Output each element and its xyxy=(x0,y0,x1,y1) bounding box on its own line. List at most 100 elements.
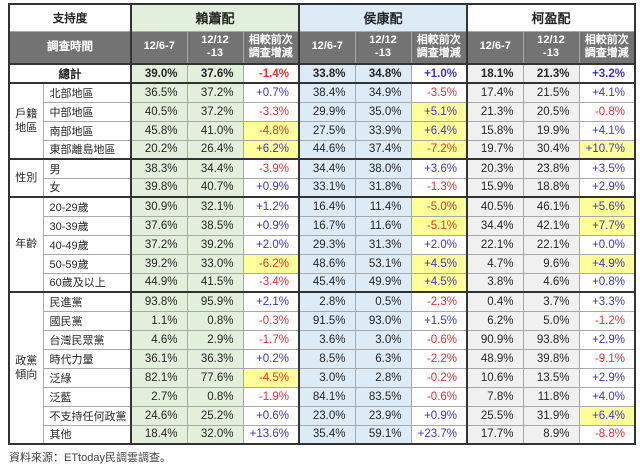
subcolumn-header: 12/6-7 xyxy=(130,30,188,65)
value-cell: 10.6% xyxy=(466,367,524,388)
value-cell: 38.0% xyxy=(354,158,412,179)
change-cell: -1.2% xyxy=(578,310,636,331)
change-cell: -1.3% xyxy=(410,177,468,198)
change-cell: +0.2% xyxy=(242,348,300,369)
value-cell: 34.4% xyxy=(298,158,356,179)
value-cell: 37.2% xyxy=(186,101,244,122)
value-cell: 40.5% xyxy=(130,101,188,122)
value-cell: 34.9% xyxy=(354,82,412,103)
value-cell: 31.3% xyxy=(354,234,412,255)
change-cell: -0.8% xyxy=(578,101,636,122)
value-cell: 23.8% xyxy=(522,158,580,179)
row-label: 泛藍 xyxy=(42,386,132,407)
value-cell: 20.2% xyxy=(130,139,188,160)
value-cell: 20.3% xyxy=(466,158,524,179)
change-cell: +3.5% xyxy=(578,158,636,179)
table-row: 50-59歲 39.2% 33.0% -6.2% 48.6% 53.1% +4.5% 4.7%… xyxy=(9,253,636,274)
value-cell: 31.8% xyxy=(354,177,412,198)
value-cell: 36.3% xyxy=(186,348,244,369)
change-cell: -0.6% xyxy=(410,386,468,407)
value-cell: 21.3% xyxy=(522,63,580,84)
header-row-candidates: 支持度 賴蕭配 侯康配 柯盈配 xyxy=(8,3,636,32)
value-cell: 45.4% xyxy=(298,272,356,293)
change-cell: +3.3% xyxy=(578,291,636,312)
value-cell: 38.4% xyxy=(298,82,356,103)
change-cell: +5.6% xyxy=(578,196,636,217)
value-cell: 83.5% xyxy=(354,386,412,407)
row-label: 北部地區 xyxy=(42,82,132,103)
change-cell: +6.2% xyxy=(242,139,300,160)
value-cell: 23.0% xyxy=(298,405,356,426)
row-label: 台灣民眾黨 xyxy=(42,329,132,350)
change-cell: +0.8% xyxy=(578,272,636,293)
value-cell: 84.1% xyxy=(298,386,356,407)
value-cell: 77.6% xyxy=(186,367,244,388)
change-cell: -0.3% xyxy=(242,310,300,331)
value-cell: 0.5% xyxy=(354,291,412,312)
value-cell: 39.2% xyxy=(130,253,188,274)
value-cell: 48.6% xyxy=(298,253,356,274)
value-cell: 36.1% xyxy=(130,348,188,369)
value-cell: 40.5% xyxy=(466,196,524,217)
value-cell: 17.7% xyxy=(466,424,524,445)
row-label: 時代力量 xyxy=(42,348,132,369)
change-cell: +2.1% xyxy=(242,291,300,312)
row-label: 其他 xyxy=(42,424,132,445)
value-cell: 37.6% xyxy=(186,63,244,84)
change-cell: +23.7% xyxy=(410,424,468,445)
value-cell: 25.5% xyxy=(466,405,524,426)
change-cell: -9.1% xyxy=(578,348,636,369)
value-cell: 37.2% xyxy=(186,82,244,103)
value-cell: 24.6% xyxy=(130,405,188,426)
value-cell: 16.4% xyxy=(298,196,356,217)
value-cell: 21.3% xyxy=(466,101,524,122)
value-cell: 3.0% xyxy=(354,329,412,350)
row-label: 40-49歲 xyxy=(42,234,132,255)
subcolumn-header: 相較前次 調查增減 xyxy=(242,30,300,65)
value-cell: 93.8% xyxy=(130,291,188,312)
value-cell: 0.4% xyxy=(466,291,524,312)
value-cell: 34.8% xyxy=(354,63,412,84)
value-cell: 91.5% xyxy=(298,310,356,331)
change-cell: -1.9% xyxy=(242,386,300,407)
change-cell: -0.2% xyxy=(410,367,468,388)
change-cell: +0.9% xyxy=(410,405,468,426)
table-row: 40-49歲 37.2% 39.2% +2.0% 29.3% 31.3% +2.0% 22.1… xyxy=(9,234,636,255)
value-cell: 21.5% xyxy=(522,82,580,103)
value-cell: 26.4% xyxy=(186,139,244,160)
change-cell: +4.1% xyxy=(578,120,636,141)
value-cell: 34.4% xyxy=(466,215,524,236)
value-cell: 93.8% xyxy=(522,329,580,350)
candidate-header: 賴蕭配 xyxy=(130,3,300,32)
change-cell: +4.9% xyxy=(578,253,636,274)
row-label: 50-59歲 xyxy=(42,253,132,274)
value-cell: 11.6% xyxy=(354,215,412,236)
change-cell: +2.9% xyxy=(578,367,636,388)
value-cell: 90.9% xyxy=(466,329,524,350)
support-level-header: 支持度 xyxy=(8,3,132,32)
value-cell: 2.7% xyxy=(130,386,188,407)
value-cell: 2.8% xyxy=(354,367,412,388)
change-cell: +4.5% xyxy=(410,253,468,274)
change-cell: -2.2% xyxy=(410,348,468,369)
table-row: 其他 18.4% 32.0% +13.6% 35.4% 59.1% +23.7% 17.7% 8… xyxy=(9,424,636,445)
subcolumn-header: 12/12 -13 xyxy=(354,30,412,65)
value-cell: 4.6% xyxy=(522,272,580,293)
table-row: 女 39.8% 40.7% +0.9% 33.1% 31.8% -1.3% 15.9% 18.8… xyxy=(9,177,636,198)
value-cell: 9.6% xyxy=(522,253,580,274)
value-cell: 32.0% xyxy=(186,424,244,445)
candidate-header: 柯盈配 xyxy=(466,3,636,32)
value-cell: 33.9% xyxy=(354,120,412,141)
row-label: 中部地區 xyxy=(42,101,132,122)
value-cell: 59.1% xyxy=(354,424,412,445)
value-cell: 30.9% xyxy=(130,196,188,217)
row-label: 泛綠 xyxy=(42,367,132,388)
table-row: 60歲及以上 44.9% 41.5% -3.4% 45.4% 49.9% +4.5% 3.8%… xyxy=(9,272,636,293)
row-label: 20-29歲 xyxy=(42,196,132,217)
change-cell: -7.2% xyxy=(410,139,468,160)
value-cell: 15.9% xyxy=(466,177,524,198)
poll-table: 支持度 賴蕭配 侯康配 柯盈配 調查時間 12/6-7 12/12 -13 相較前次 調查增減… xyxy=(8,3,636,445)
value-cell: 41.5% xyxy=(186,272,244,293)
value-cell: 38.3% xyxy=(130,158,188,179)
change-cell: +4.5% xyxy=(410,272,468,293)
